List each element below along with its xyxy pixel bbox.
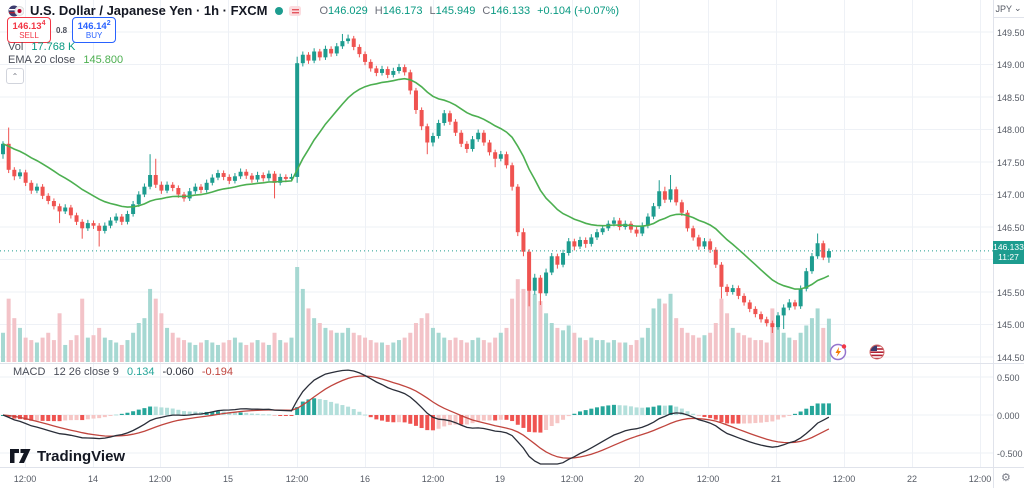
macd-axis-label: 0.000 xyxy=(997,410,1020,421)
chevron-down-icon: ⌄ xyxy=(1013,3,1022,13)
volume-value: 17.768 K xyxy=(31,41,76,53)
price-axis-label: 149.000 xyxy=(997,60,1024,70)
time-axis-label: 20 xyxy=(633,474,644,484)
volume-bars xyxy=(1,267,831,362)
macd-hist-value: 0.134 xyxy=(126,366,155,378)
price-axis-currency[interactable]: JPY ⌄ xyxy=(993,0,1024,18)
candlesticks xyxy=(1,33,831,333)
tradingview-logo-icon xyxy=(10,449,31,463)
spread-value: 0.8 xyxy=(56,25,68,35)
price-axis-label: 149.500 xyxy=(997,27,1024,38)
time-axis-label: 21 xyxy=(770,474,781,484)
symbol-header[interactable]: U.S. Dollar / Japanese Yen · 1h · FXCM O… xyxy=(8,3,619,18)
time-axis-label: 22 xyxy=(906,474,917,484)
time-axis-label: 12:00 xyxy=(148,474,172,484)
currency-pair-flags-icon xyxy=(8,5,24,16)
ema-legend[interactable]: EMA 20 close 145.800 xyxy=(8,54,124,66)
price-axis-label: 145.500 xyxy=(997,287,1024,298)
economic-event-lightning-icon[interactable] xyxy=(829,343,847,361)
time-axis-label: 14 xyxy=(87,474,98,484)
macd-signal-value: -0.194 xyxy=(201,366,234,378)
time-axis-label: 12:00 xyxy=(560,474,584,484)
time-axis-label: 12:00 xyxy=(832,474,856,484)
ohlc-readout: O146.029 H146.173 L145.949 C146.133 +0.1… xyxy=(319,4,620,17)
tradingview-logo[interactable]: TradingView xyxy=(10,448,125,465)
price-change: +0.104 (+0.07%) xyxy=(537,4,620,17)
macd-histogram xyxy=(1,398,831,433)
sell-button[interactable]: 146.134 SELL xyxy=(7,17,51,43)
macd-line-value: -0.060 xyxy=(162,366,194,378)
time-axis-label: 16 xyxy=(359,474,370,484)
ema-value: 145.800 xyxy=(83,54,124,66)
trade-buttons: 146.134 SELL 0.8 146.142 BUY xyxy=(7,17,117,43)
symbol-title[interactable]: U.S. Dollar / Japanese Yen · 1h · FXCM xyxy=(30,3,268,18)
time-axis-label: 12:00 xyxy=(13,474,37,484)
timezone-settings-icon[interactable]: ⚙ xyxy=(1001,472,1011,484)
time-axis-label: 12:00 xyxy=(696,474,720,484)
macd-axis-label: 0.500 xyxy=(997,372,1020,383)
macd-legend[interactable]: MACD 12 26 close 9 0.134 -0.060 -0.194 xyxy=(13,366,234,378)
price-axis-label: 148.000 xyxy=(997,125,1024,135)
macd-lines xyxy=(2,369,830,465)
grid-lines xyxy=(0,0,993,468)
last-price-badge: 146.133 11:27 xyxy=(993,240,1024,265)
time-axis-label: 15 xyxy=(222,474,233,484)
buy-button[interactable]: 146.142 BUY xyxy=(72,17,117,43)
economic-event-us-flag-icon[interactable] xyxy=(869,344,887,362)
price-axis-label: 144.500 xyxy=(997,352,1024,363)
time-axis-label: 12:00 xyxy=(285,474,309,484)
time-axis-label: 12:00 xyxy=(968,474,992,484)
ema-line xyxy=(2,77,830,290)
price-axis-label: 145.000 xyxy=(997,320,1024,330)
price-axis-label: 147.500 xyxy=(997,157,1024,168)
time-axis-label: 19 xyxy=(494,474,505,484)
price-axis-label: 148.500 xyxy=(997,92,1024,103)
macd-axis-label: -0.500 xyxy=(997,448,1023,459)
status-dot-icon[interactable] xyxy=(273,5,303,17)
pane-collapse-button[interactable]: ⌃ xyxy=(6,68,24,84)
time-axis-label: 12:00 xyxy=(421,474,445,484)
price-axis-label: 146.500 xyxy=(997,222,1024,233)
volume-legend[interactable]: Vol 17.768 K xyxy=(8,41,76,53)
price-axis-label: 147.000 xyxy=(997,190,1024,200)
bar-countdown: 11:27 xyxy=(998,252,1019,263)
